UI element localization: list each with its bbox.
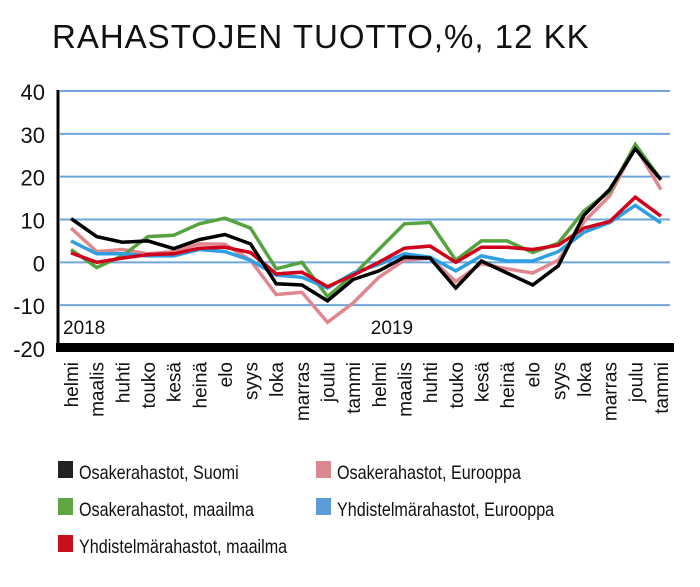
legend-label: Yhdistelmärahastot, maailma	[79, 536, 287, 558]
legend-label: Yhdistelmärahastot, Eurooppa	[337, 499, 554, 521]
year-label: 2019	[371, 318, 413, 339]
x-tick-label: helmi	[370, 362, 391, 407]
x-tick-label: syys	[549, 362, 570, 400]
x-tick-label: joulu	[626, 362, 647, 403]
x-tick-label: kesä	[472, 362, 493, 403]
legend-swatch	[316, 498, 331, 515]
series-line	[69, 141, 663, 300]
chart-title: RAHASTOJEN TUOTTO,%, 12 KK	[52, 18, 590, 55]
x-tick-label: elo	[524, 362, 545, 387]
x-tick-label: loka	[575, 362, 596, 397]
legend-swatch	[58, 461, 73, 478]
x-tick-label: loka	[267, 362, 288, 397]
x-tick-label: marras	[293, 362, 314, 421]
year-label: 2018	[63, 318, 105, 339]
y-tick-label: 30	[21, 123, 45, 148]
x-tick-label: heinä	[498, 362, 519, 409]
x-tick-label: elo	[216, 362, 237, 387]
x-tick-label: helmi	[62, 362, 83, 407]
x-axis-bar	[56, 343, 674, 352]
x-tick-label: touko	[447, 362, 468, 408]
legend-swatch	[58, 498, 73, 515]
y-tick-label: 0	[33, 251, 45, 276]
x-tick-label: joulu	[319, 362, 340, 403]
x-tick-label: huhti	[421, 362, 442, 403]
legend-label: Osakerahastot, maailma	[79, 499, 254, 521]
legend-label: Osakerahastot, Eurooppa	[337, 462, 521, 484]
y-tick-label: -10	[13, 294, 45, 319]
x-tick-label: tammi	[344, 362, 365, 414]
x-tick-label: kesä	[165, 362, 186, 403]
x-tick-label: maalis	[395, 362, 416, 417]
x-tick-label: marras	[601, 362, 622, 421]
x-tick-label: touko	[139, 362, 160, 408]
y-tick-label: 20	[21, 166, 45, 191]
series-line	[70, 194, 662, 289]
x-tick-label: huhti	[113, 362, 134, 403]
y-tick-label: 40	[21, 80, 45, 105]
x-tick-label: heinä	[190, 362, 211, 409]
y-tick-label: 10	[21, 209, 45, 234]
x-tick-label: syys	[242, 362, 263, 400]
legend-label: Osakerahastot, Suomi	[79, 462, 239, 484]
legend-swatch	[316, 461, 331, 478]
x-tick-label: maalis	[88, 362, 109, 417]
series-line	[69, 145, 663, 304]
legend-swatch	[58, 535, 73, 552]
y-tick-label: -20	[13, 337, 45, 362]
x-tick-label: tammi	[652, 362, 673, 414]
